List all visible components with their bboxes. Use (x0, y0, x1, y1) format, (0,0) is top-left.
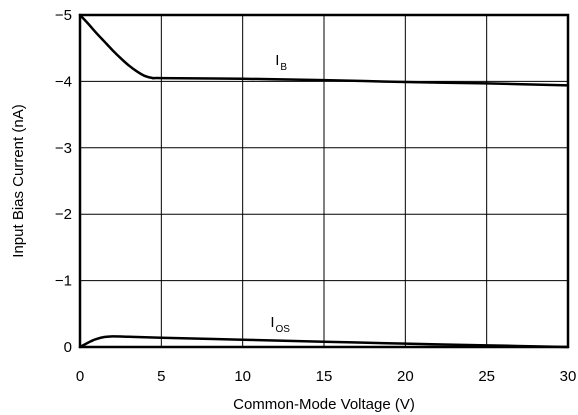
y-tick-label: 0 (64, 339, 72, 356)
x-tick-label: 15 (316, 368, 333, 385)
y-axis-label: Input Bias Current (nA) (10, 104, 27, 257)
y-tick-label: −2 (55, 206, 72, 223)
series-label-ib: IB (275, 52, 287, 73)
x-tick-label: 10 (234, 368, 251, 385)
series-line-ib (78, 13, 570, 87)
series-curves (78, 13, 570, 349)
plot-frame (78, 13, 570, 349)
x-tick-label: 25 (478, 368, 495, 385)
x-tick-label: 0 (76, 368, 84, 385)
y-tick-label: −5 (55, 7, 72, 24)
x-tick-label: 30 (560, 368, 577, 385)
series-line-ios (78, 335, 570, 349)
x-tick-label: 20 (397, 368, 414, 385)
x-tick-labels: 0 5 10 15 20 25 30 (76, 368, 577, 385)
series-label-ios: IOS (270, 314, 290, 335)
y-tick-label: −1 (55, 273, 72, 290)
series-labels: IB IOS (270, 52, 290, 335)
y-tick-label: −3 (55, 140, 72, 157)
grid-lines (80, 15, 568, 347)
x-axis-label: Common-Mode Voltage (V) (233, 396, 415, 413)
y-tick-label: −4 (55, 73, 72, 90)
y-tick-labels: 0 −1 −2 −3 −4 −5 (55, 7, 72, 356)
x-tick-label: 5 (157, 368, 165, 385)
